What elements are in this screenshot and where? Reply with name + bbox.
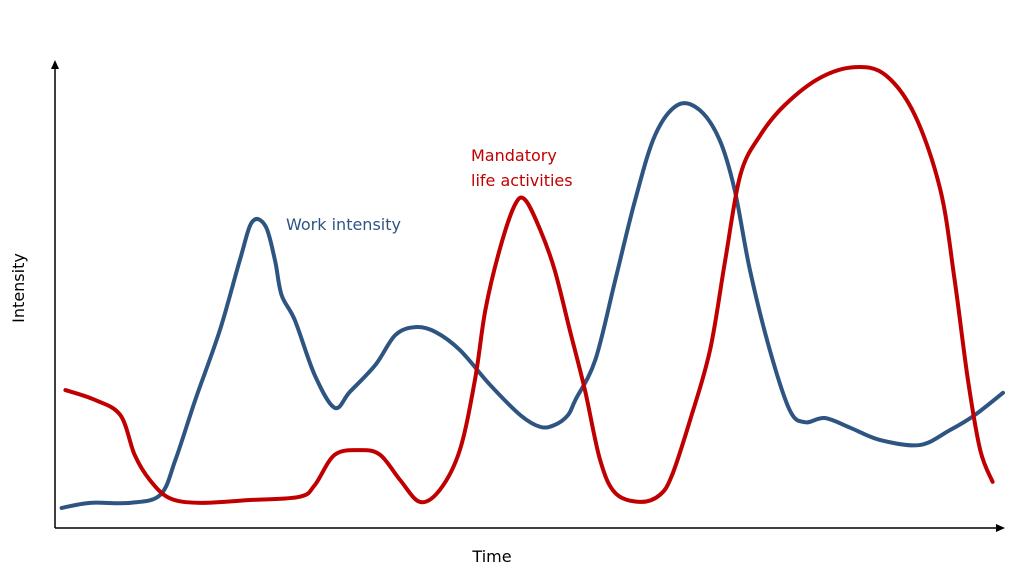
y-arrow — [51, 60, 59, 69]
series-line — [63, 65, 995, 505]
y-axis-label: Intensity — [9, 253, 28, 323]
series-label: Work intensity — [286, 215, 401, 234]
series-line — [59, 101, 1005, 510]
x-arrow — [996, 524, 1005, 532]
series-label: Mandatory life activities — [471, 146, 573, 190]
x-axis-label: Time — [471, 547, 511, 566]
